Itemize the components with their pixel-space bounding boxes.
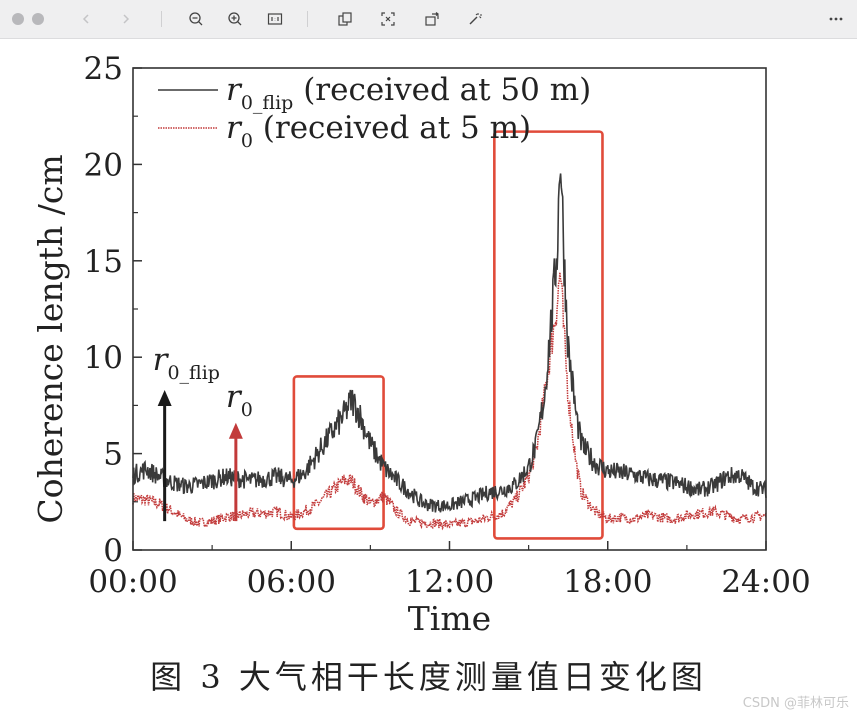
y-tick-label: 15 (84, 244, 123, 280)
zoom-in-icon (228, 12, 242, 26)
chart-legend: r0_flip (received at 50 m)r0 (received a… (158, 72, 591, 152)
chevron-left-icon (82, 14, 89, 24)
more-dots-icon (829, 17, 843, 21)
forward-button[interactable] (116, 9, 136, 29)
x-tick-label: 24:00 (721, 564, 810, 600)
x-axis-label: Time (408, 599, 491, 638)
minimize-window-button[interactable] (32, 13, 44, 25)
actual-size-icon (267, 13, 283, 25)
zoom-in-button[interactable] (225, 9, 245, 29)
close-window-button[interactable] (12, 13, 24, 25)
fit-window-button[interactable] (378, 9, 398, 29)
fit-icon (381, 12, 395, 26)
y-tick-label: 10 (84, 340, 123, 376)
series-line-r0 (132, 272, 767, 531)
coherence-length-chart: 0 5 10 15 20 25 00:00 06:00 12:00 18:00 24:00 r0_f… (31, 51, 811, 638)
watermark: CSDN @菲林可乐 (742, 696, 849, 711)
x-tick-label: 06:00 (247, 564, 336, 600)
enhance-button[interactable] (465, 9, 485, 29)
highlight-box-afternoon (493, 130, 604, 540)
back-button[interactable] (76, 9, 96, 29)
x-tick-label: 12:00 (405, 564, 494, 600)
series-line-r0-flip (132, 173, 767, 513)
copy-button[interactable] (335, 9, 355, 29)
toolbar-separator (307, 11, 308, 27)
copy-icon (338, 12, 352, 26)
chart-highlight-layer (292, 130, 604, 540)
chart-axis-layer: 0 5 10 15 20 25 00:00 06:00 12:00 18:00 24:00 (84, 51, 811, 600)
y-axis-label: Coherence length /cm (31, 154, 70, 523)
magic-wand-icon (469, 13, 482, 25)
y-tick-label: 20 (84, 147, 123, 183)
y-tick-label: 25 (84, 51, 123, 87)
y-tick-label: 5 (103, 437, 123, 473)
viewer-toolbar (0, 0, 857, 39)
actual-size-button[interactable] (265, 9, 285, 29)
toolbar-separator (161, 11, 162, 27)
y-tick-label: 0 (103, 533, 123, 569)
chevron-right-icon (123, 14, 130, 24)
annotation-r0-flip-label: r0_flip (153, 342, 220, 384)
legend-label-r0-flip: r0_flip (received at 50 m) (226, 72, 591, 114)
annotation-r0-label: r0 (226, 379, 253, 421)
zoom-out-button[interactable] (186, 9, 206, 29)
x-tick-label: 00:00 (88, 564, 177, 600)
annotation-r0-arrowhead (228, 422, 243, 439)
x-tick-label: 18:00 (563, 564, 652, 600)
zoom-out-icon (189, 12, 203, 26)
more-button[interactable] (826, 9, 846, 29)
legend-label-r0: r0 (received at 5 m) (226, 110, 531, 152)
figure-caption: 图 3 大气相干长度测量值日变化图 (150, 658, 707, 696)
annotation-r0-flip-arrowhead (157, 389, 172, 406)
highlight-box-morning (292, 375, 385, 531)
rotate-icon (425, 12, 439, 26)
chart-series-layer (132, 173, 767, 531)
rotate-button[interactable] (422, 9, 442, 29)
